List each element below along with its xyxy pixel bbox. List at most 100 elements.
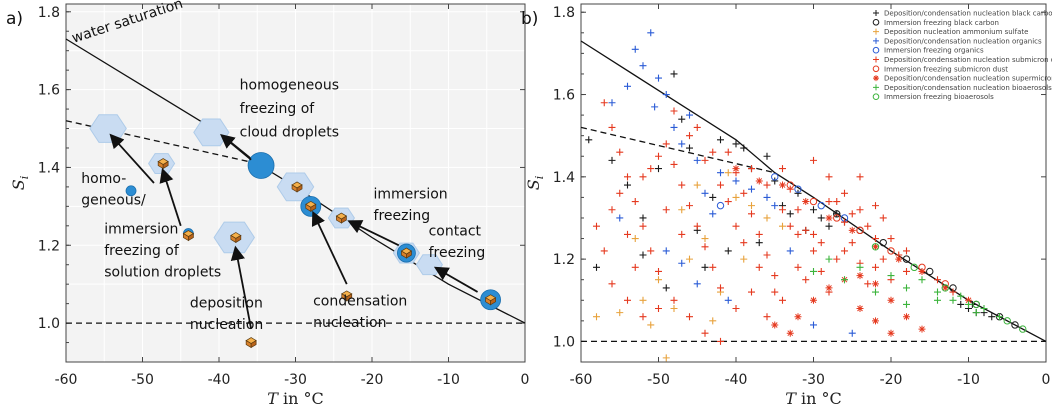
data-point-plus — [686, 132, 693, 140]
data-point-circle — [716, 201, 725, 210]
data-point-plus — [810, 247, 817, 255]
data-point-plus — [841, 189, 848, 197]
data-point-plus — [701, 243, 709, 251]
data-point-plus — [833, 210, 841, 218]
data-point-plus — [903, 267, 910, 275]
legend-entry: Immersion freezing bioaerosols — [884, 93, 994, 101]
data-point-plus — [786, 247, 794, 255]
data-point-plus — [662, 140, 670, 148]
data-point-asterisk — [794, 313, 802, 321]
panel-label: b) — [521, 9, 538, 29]
data-point-plus — [655, 152, 662, 160]
data-point-plus — [624, 82, 631, 90]
data-point-plus — [763, 152, 771, 160]
data-point-plus — [639, 313, 647, 321]
data-point-plus — [732, 193, 740, 201]
y-tick-label: 1.6 — [553, 88, 575, 104]
data-point-circle — [879, 238, 887, 247]
data-point-plus — [651, 103, 659, 111]
data-point-plus — [686, 202, 693, 210]
data-point-plus — [841, 247, 848, 255]
x-axis-label: T in °C — [785, 389, 842, 408]
droplet — [247, 152, 275, 179]
x-axis-label: T in °C — [267, 389, 324, 408]
data-point-plus — [593, 263, 600, 271]
data-point-plus — [934, 276, 941, 284]
y-label-subscript: i — [18, 176, 31, 180]
data-point-plus — [717, 136, 724, 144]
data-point-plus — [655, 276, 662, 284]
data-point-plus — [903, 247, 910, 255]
data-point-plus — [670, 160, 678, 168]
data-point-plus — [678, 259, 686, 267]
data-point-plus — [786, 210, 794, 218]
data-point-plus — [786, 185, 794, 193]
data-point-circle — [941, 284, 949, 292]
data-point-plus — [748, 185, 755, 193]
data-point-plus — [748, 202, 755, 210]
data-point-plus — [755, 230, 763, 238]
data-point-plus — [701, 329, 709, 337]
legend-entry: Immersion freezing submicron dust — [884, 65, 1008, 73]
data-point-plus — [724, 148, 732, 156]
data-point-asterisk — [825, 284, 833, 292]
legend-entry: Immersion freezing black carbon — [884, 19, 999, 27]
y-tick-label: 1.2 — [38, 238, 60, 254]
data-point-circle — [833, 214, 841, 222]
data-point-plus — [771, 177, 779, 185]
data-point-plus — [717, 337, 724, 345]
annotation: freezing of — [240, 101, 316, 117]
data-point-plus — [724, 169, 732, 177]
legend: Deposition/condensation nucleation black… — [872, 10, 1052, 101]
x-tick-label: -10 — [437, 372, 460, 388]
data-point-asterisk — [856, 305, 864, 313]
data-point-plus — [817, 214, 825, 222]
data-point-asterisk — [755, 177, 763, 185]
data-point-circle — [833, 210, 841, 218]
panel-label: a) — [6, 9, 23, 29]
particle-right — [296, 184, 303, 193]
data-point-plus — [717, 284, 724, 292]
data-point-plus — [600, 99, 608, 107]
data-point-plus — [662, 206, 670, 214]
data-point-plus — [825, 222, 833, 230]
x-tick-label: 0 — [1042, 372, 1051, 388]
data-point-plus — [763, 181, 771, 189]
data-point-plus — [794, 263, 802, 271]
data-point-plus — [616, 214, 624, 222]
annotation: immersion — [104, 222, 178, 238]
data-point-circle — [926, 267, 934, 276]
particle-right — [188, 232, 194, 242]
data-point-plus — [639, 173, 647, 181]
data-point-plus — [701, 263, 709, 271]
data-point-plus — [709, 210, 717, 218]
data-point-plus — [903, 284, 910, 292]
data-point-plus — [864, 222, 872, 230]
data-point-plus — [918, 276, 926, 284]
data-point-circle — [1019, 325, 1027, 333]
series — [716, 173, 849, 222]
data-point-plus — [678, 181, 686, 189]
data-point-circle — [871, 243, 880, 251]
data-point-plus — [825, 255, 833, 263]
data-point-circle — [910, 263, 918, 272]
data-point-asterisk — [903, 313, 910, 321]
data-point-plus — [624, 173, 631, 181]
data-point-plus — [934, 296, 941, 304]
series — [593, 169, 786, 362]
x-tick-label: -60 — [55, 372, 78, 388]
annotation: nucleation — [313, 315, 386, 331]
data-point-plus — [841, 276, 848, 284]
x-tick-label: 0 — [521, 372, 530, 388]
annotation: freezing — [429, 245, 486, 261]
y-tick-label: 1.4 — [38, 160, 60, 176]
data-point-plus — [980, 305, 988, 313]
data-point-plus — [678, 140, 686, 148]
x-tick-label: -20 — [361, 372, 384, 388]
data-point-plus — [763, 251, 771, 259]
data-point-asterisk — [779, 181, 786, 189]
x-tick-label: -60 — [570, 372, 593, 388]
data-point-plus — [848, 239, 856, 247]
data-point-asterisk — [887, 296, 895, 304]
data-point-plus — [810, 206, 817, 214]
